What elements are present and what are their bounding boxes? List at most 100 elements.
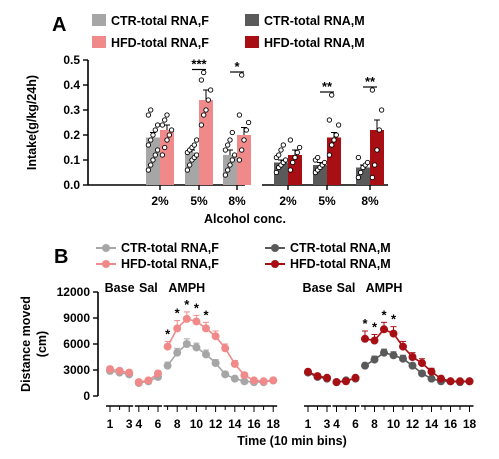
- data-point: [163, 342, 172, 351]
- data-point: [276, 152, 282, 158]
- significance-star: *: [381, 307, 387, 322]
- data-point: [154, 122, 161, 128]
- significance-star: *: [203, 307, 209, 322]
- data-point: [145, 112, 152, 118]
- data-point: [192, 317, 201, 326]
- data-point: [287, 167, 294, 173]
- data-point: [159, 122, 166, 128]
- x-tick-label: 3: [126, 417, 133, 431]
- y-tick-label: 0.1: [63, 153, 80, 167]
- data-point: [173, 324, 182, 333]
- data-point: [361, 361, 369, 370]
- data-point: [221, 344, 230, 353]
- bar: [370, 130, 384, 185]
- data-point: [193, 137, 200, 143]
- series-line: [166, 317, 274, 383]
- data-point: [329, 92, 335, 98]
- data-point: [227, 162, 233, 168]
- data-point: [355, 174, 362, 181]
- x-tick-label: 8%: [361, 194, 379, 208]
- data-point: [239, 147, 245, 153]
- data-point: [145, 167, 152, 173]
- data-point: [329, 142, 335, 148]
- legend-swatch: [92, 36, 106, 48]
- x-tick-label: 4: [333, 417, 340, 431]
- legend-swatch: [245, 36, 259, 48]
- data-point: [115, 366, 124, 375]
- panel-b: B CTR-total RNA,F HFD-total RNA,F CTR-total…: [19, 241, 476, 448]
- data-point: [152, 152, 158, 158]
- y-tick-label: 9000: [63, 311, 90, 325]
- data-point: [313, 372, 322, 381]
- data-point: [240, 371, 249, 380]
- y-tick-label: 0.4: [63, 78, 80, 92]
- legend-label: HFD-total RNA,M: [264, 36, 365, 50]
- data-point: [241, 137, 247, 143]
- data-point: [280, 142, 286, 148]
- data-point: [408, 353, 417, 361]
- x-tick-label: 10: [387, 417, 401, 431]
- data-point: [269, 376, 278, 385]
- data-point: [326, 152, 333, 158]
- x-tick-label: 16: [444, 417, 458, 431]
- x-tick-label: 4: [135, 417, 142, 431]
- data-point: [355, 154, 362, 161]
- data-point: [154, 147, 161, 153]
- x-tick-label: 2%: [279, 194, 297, 208]
- significance-star: *: [184, 297, 190, 312]
- x-tick-label: 18: [463, 417, 477, 431]
- data-point: [150, 132, 156, 138]
- x-tick-label: 16: [247, 417, 261, 431]
- data-point: [399, 342, 407, 351]
- data-point: [294, 149, 300, 156]
- panel-letter: A: [52, 14, 66, 36]
- legend-label: HFD-total RNA,F: [111, 36, 209, 50]
- data-point: [245, 119, 252, 126]
- data-point: [240, 377, 249, 386]
- data-point: [374, 147, 380, 153]
- data-point: [408, 361, 417, 370]
- significance-stars: ***: [191, 57, 207, 72]
- data-point: [465, 377, 474, 386]
- data-point: [193, 152, 200, 158]
- data-point: [162, 144, 168, 151]
- data-point: [211, 332, 220, 341]
- x-tick-label: 12: [209, 417, 223, 431]
- data-point: [227, 137, 233, 143]
- x-tick-label: 18: [267, 417, 281, 431]
- data-point: [154, 369, 162, 378]
- data-point: [259, 377, 268, 386]
- bar: [237, 135, 251, 185]
- y-tick-label: 0: [83, 389, 90, 403]
- data-point: [144, 376, 153, 385]
- data-point: [166, 132, 172, 138]
- data-point: [205, 97, 211, 103]
- data-point: [191, 142, 197, 148]
- x-tick-label: 14: [228, 417, 242, 431]
- data-point: [164, 137, 170, 143]
- data-point: [187, 162, 193, 168]
- bar: [327, 137, 341, 185]
- legend-marker: [271, 260, 279, 268]
- data-point: [331, 137, 337, 143]
- data-point: [376, 127, 382, 133]
- legend-marker: [102, 244, 110, 252]
- y-tick-label: 6000: [63, 337, 90, 351]
- y-axis-title-line: (cm): [35, 331, 49, 357]
- legend-label: HFD-total RNA,F: [121, 257, 219, 271]
- data-point: [335, 122, 342, 128]
- data-point: [250, 376, 258, 385]
- data-point: [361, 334, 369, 343]
- data-point: [304, 367, 312, 376]
- x-tick-label: 1: [305, 417, 312, 431]
- data-point: [207, 87, 214, 93]
- data-point: [290, 159, 296, 166]
- x-tick-label: 14: [425, 417, 439, 431]
- x-tick-label: 12: [406, 417, 420, 431]
- y-tick-label: 0.3: [63, 103, 80, 117]
- phase-label: Sal: [139, 281, 158, 295]
- data-point: [134, 378, 143, 387]
- data-point: [389, 329, 398, 338]
- data-point: [211, 359, 220, 368]
- data-point: [418, 369, 426, 378]
